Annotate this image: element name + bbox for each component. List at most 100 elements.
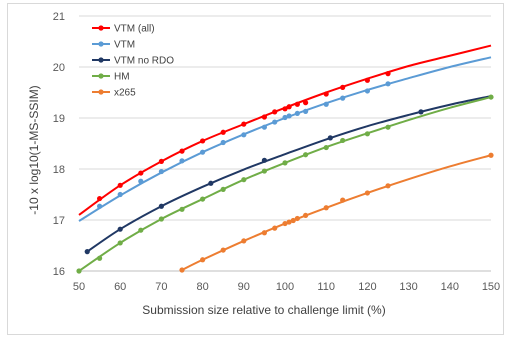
data-point-vtm xyxy=(294,110,300,117)
y-tick-label: 17 xyxy=(53,215,65,227)
data-point-vtm xyxy=(364,88,370,94)
data-point-vtm-no-rdo xyxy=(117,226,123,232)
legend-item-x265: x265 xyxy=(92,88,136,99)
data-point-x265 xyxy=(286,219,292,225)
data-point-vtm-all xyxy=(340,84,346,90)
data-point-x265 xyxy=(303,212,309,219)
data-point-vtm-no-rdo xyxy=(158,203,164,209)
data-point-vtm-all xyxy=(286,104,292,110)
data-point-vtm xyxy=(286,113,292,119)
data-point-vtm-all xyxy=(220,129,226,135)
data-point-vtm-no-rdo xyxy=(84,249,90,255)
legend-label-vtm-all: VTM (all) xyxy=(114,24,155,35)
data-point-vtm-all xyxy=(303,100,309,106)
data-point-hm xyxy=(220,186,226,192)
x-tick-label: 80 xyxy=(196,281,208,293)
data-point-hm xyxy=(282,160,288,166)
series-vtm xyxy=(78,56,492,222)
data-point-vtm-all xyxy=(282,106,288,112)
series-layer xyxy=(76,44,494,274)
x-tick-label: 130 xyxy=(399,281,417,293)
data-point-vtm-all xyxy=(261,114,267,120)
data-point-x265 xyxy=(323,205,329,211)
data-point-vtm xyxy=(340,95,346,101)
data-point-x265 xyxy=(200,257,206,263)
data-point-vtm-all xyxy=(200,138,206,144)
y-tick-label: 21 xyxy=(53,11,65,23)
data-point-vtm-all xyxy=(385,71,391,77)
data-point-vtm xyxy=(241,132,247,138)
legend-marker-vtm xyxy=(98,41,104,47)
legend: VTM (all) VTM VTM no RDO HM x265 xyxy=(92,24,174,99)
data-point-vtm-all xyxy=(294,101,300,107)
data-point-vtm-no-rdo xyxy=(208,180,214,186)
legend-item-vtm: VTM xyxy=(92,40,135,51)
data-point-x265 xyxy=(220,247,226,253)
data-point-hm xyxy=(261,168,267,174)
data-point-hm xyxy=(158,216,164,222)
data-point-hm xyxy=(138,227,144,233)
data-point-x265 xyxy=(364,190,370,196)
x-tick-label: 120 xyxy=(358,281,376,293)
legend-item-vtm-no-rdo: VTM no RDO xyxy=(92,56,174,67)
legend-marker-vtm-all xyxy=(98,25,104,31)
x-tick-label: 50 xyxy=(73,281,85,293)
data-point-x265 xyxy=(340,197,346,203)
data-point-vtm-all xyxy=(179,148,185,154)
data-point-vtm xyxy=(179,158,185,164)
legend-label-x265: x265 xyxy=(114,88,136,99)
data-point-x265 xyxy=(294,215,300,222)
data-point-vtm-all xyxy=(364,77,370,83)
data-point-hm xyxy=(76,268,82,274)
x-tick-label: 90 xyxy=(238,281,250,293)
x-tick-label: 100 xyxy=(276,281,294,293)
data-point-vtm xyxy=(272,119,278,125)
series-line-vtm-all xyxy=(78,44,492,216)
y-tick-label: 16 xyxy=(53,266,65,278)
data-point-vtm xyxy=(138,178,144,184)
legend-item-hm: HM xyxy=(92,72,130,83)
legend-marker-hm xyxy=(98,73,104,79)
data-point-x265 xyxy=(282,220,288,227)
data-point-vtm xyxy=(117,191,123,198)
series-vtm-all xyxy=(78,44,492,216)
data-point-hm xyxy=(323,144,329,151)
data-point-vtm xyxy=(97,203,103,209)
data-point-hm xyxy=(241,177,247,183)
data-point-hm xyxy=(97,255,103,261)
data-point-x265 xyxy=(488,152,494,158)
data-point-hm xyxy=(364,131,370,137)
legend-marker-x265 xyxy=(98,89,104,95)
y-axis-title: -10 x log10(1-MS-SSIM) xyxy=(27,85,41,214)
y-tick-label: 18 xyxy=(53,164,65,176)
data-point-vtm-all xyxy=(97,195,103,202)
x-tick-label: 140 xyxy=(441,281,459,293)
data-point-vtm xyxy=(261,124,267,130)
data-point-x265 xyxy=(241,238,247,244)
data-point-x265 xyxy=(290,217,296,224)
data-point-vtm xyxy=(282,114,288,121)
data-point-vtm xyxy=(158,168,164,175)
x-axis-title: Submission size relative to challenge li… xyxy=(142,303,385,317)
series-vtm-no-rdo xyxy=(84,95,492,255)
data-point-vtm-all xyxy=(272,109,278,115)
data-point-vtm-all xyxy=(241,121,247,127)
series-line-vtm xyxy=(78,56,492,222)
data-point-x265 xyxy=(385,183,391,189)
legend-label-vtm: VTM xyxy=(114,40,135,51)
x-tick-label: 60 xyxy=(114,281,126,293)
series-x265 xyxy=(179,152,494,273)
data-point-hm xyxy=(200,196,206,202)
data-point-hm xyxy=(488,94,494,100)
series-line-x265 xyxy=(181,154,492,271)
data-point-hm xyxy=(303,152,309,158)
x-tick-label: 110 xyxy=(317,281,335,293)
legend-label-hm: HM xyxy=(114,72,130,83)
data-point-hm xyxy=(385,124,391,130)
data-point-vtm-no-rdo xyxy=(418,109,424,115)
series-hm xyxy=(76,94,494,274)
legend-label-vtm-no-rdo: VTM no RDO xyxy=(114,56,174,67)
data-point-vtm xyxy=(200,149,206,155)
data-point-vtm-all xyxy=(117,182,123,188)
